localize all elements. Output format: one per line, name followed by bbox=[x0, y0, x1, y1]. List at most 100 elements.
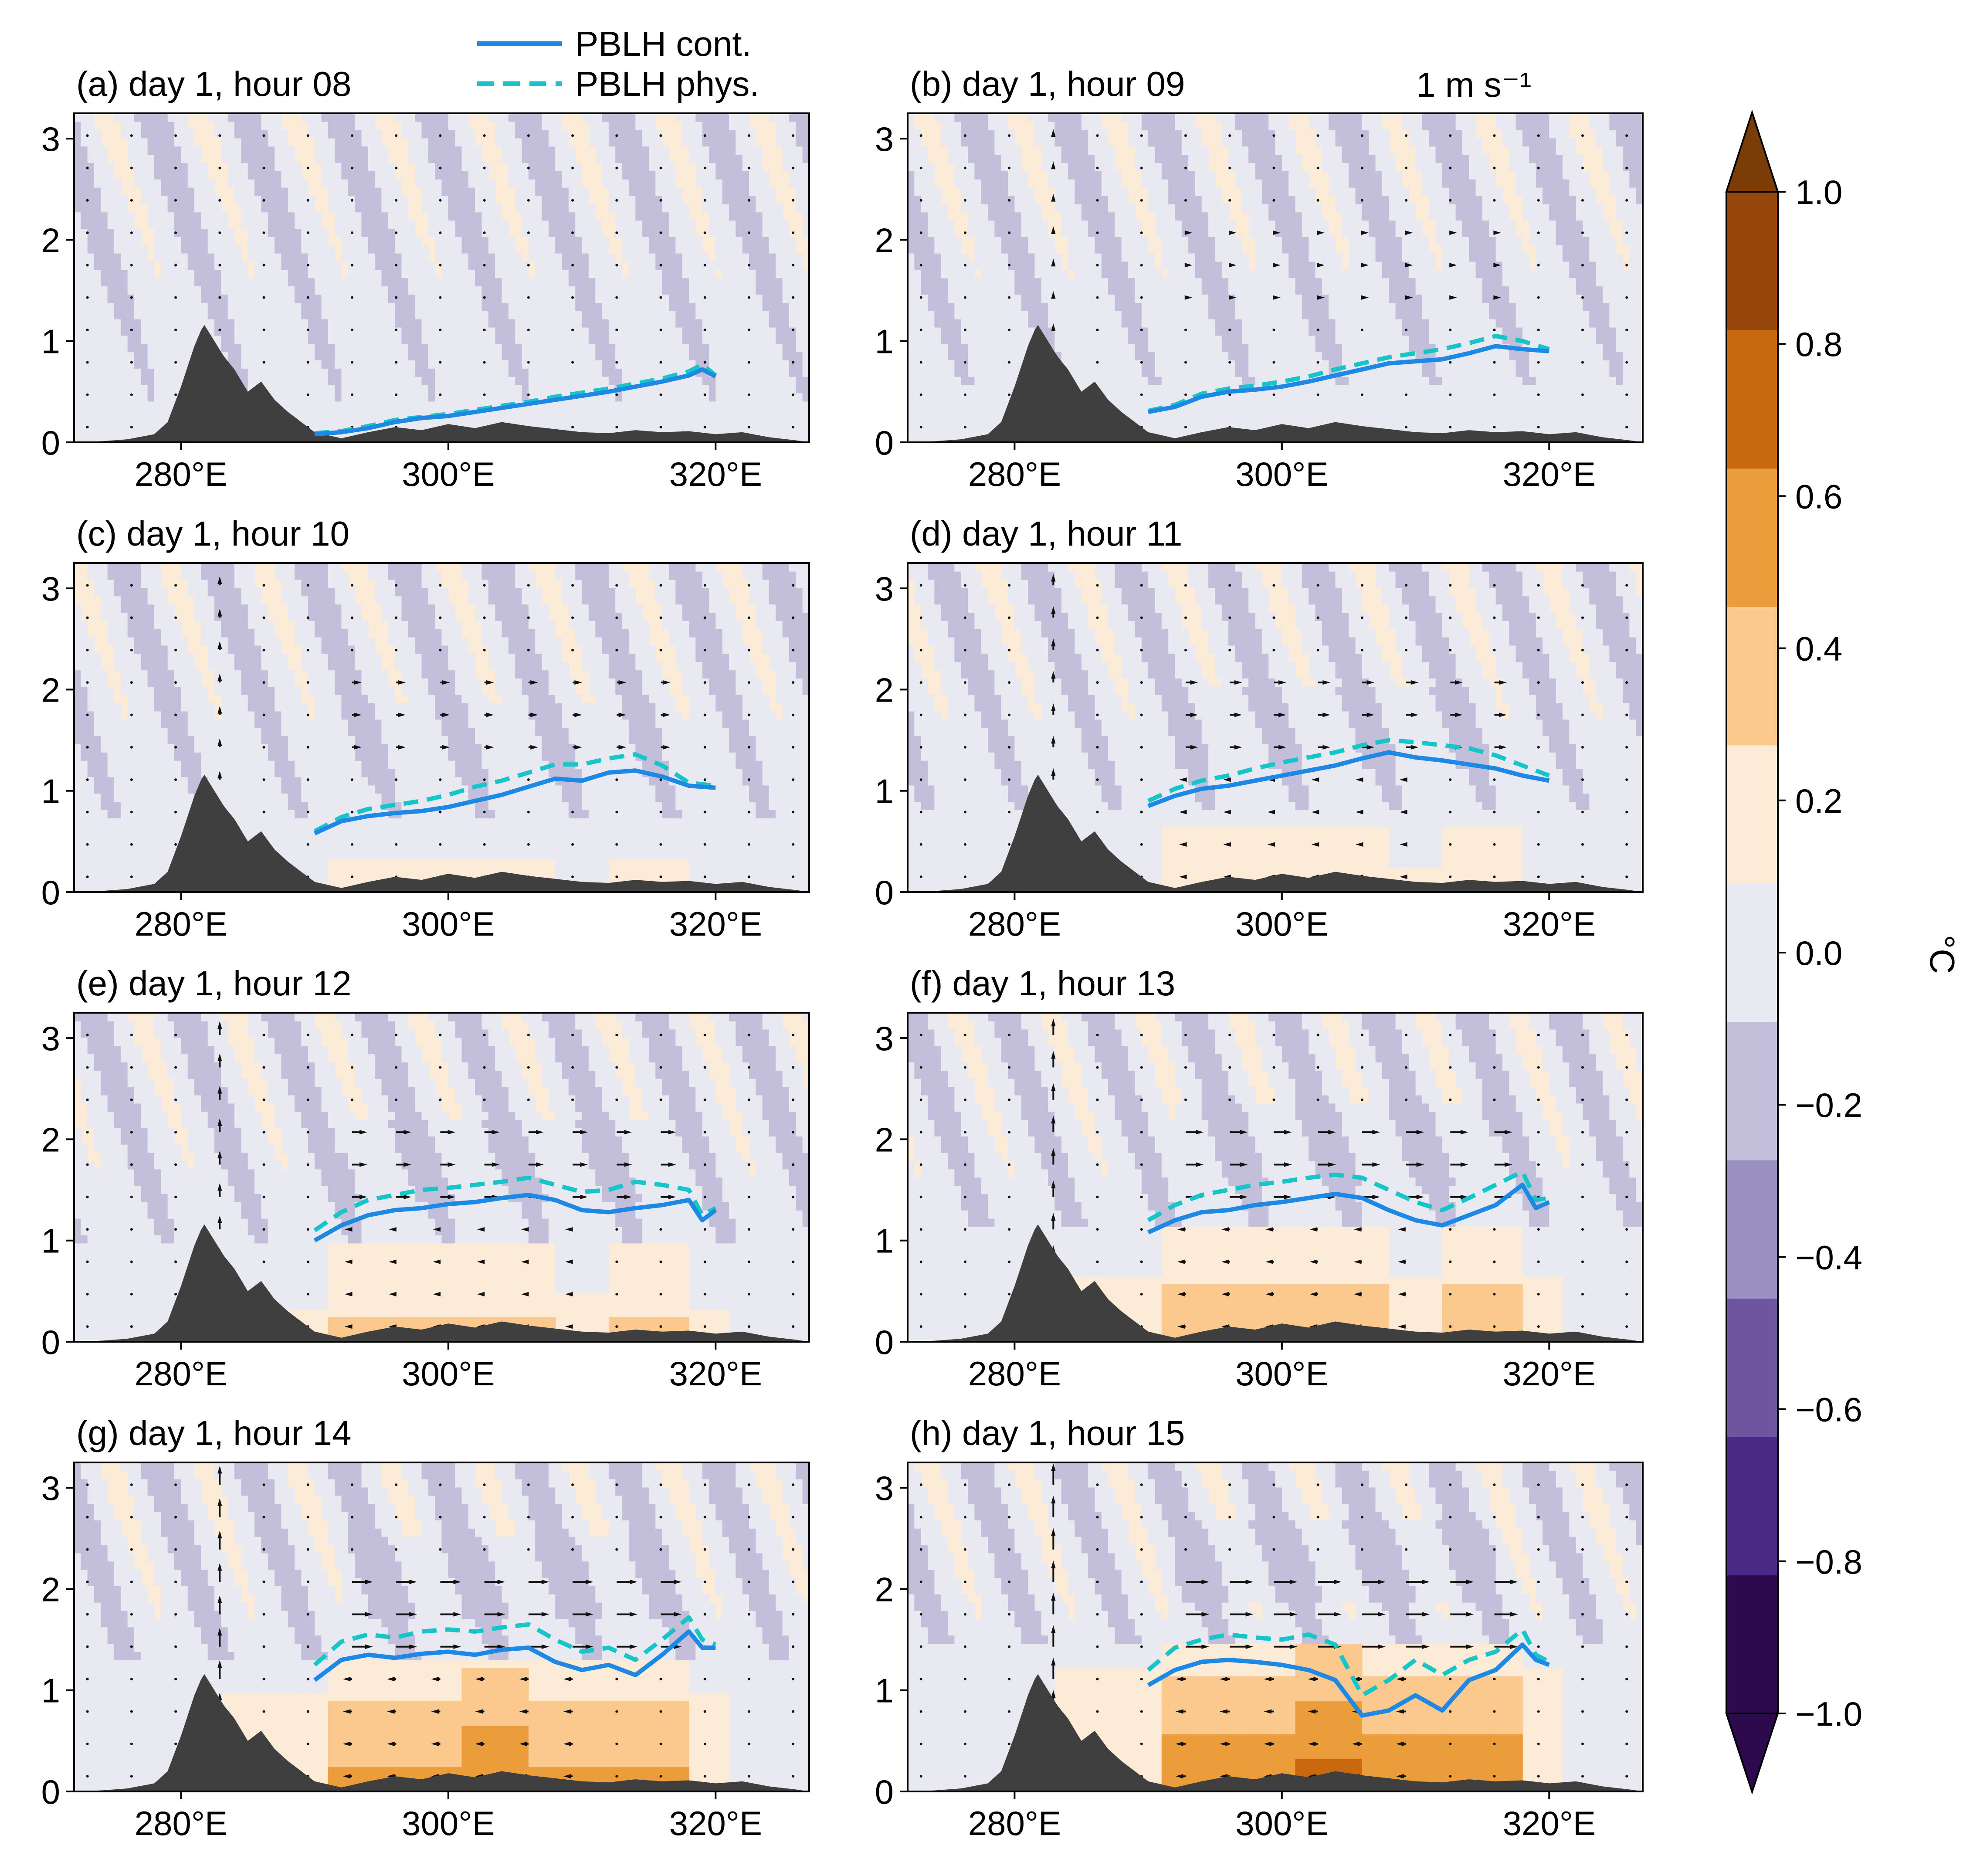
field-cell bbox=[321, 294, 329, 303]
wind-vector bbox=[659, 393, 662, 396]
wind-vector bbox=[130, 134, 133, 137]
field-cell bbox=[261, 335, 268, 344]
field-cell bbox=[114, 393, 122, 402]
field-cell bbox=[201, 204, 208, 213]
field-cell bbox=[428, 121, 435, 130]
field-cell bbox=[968, 138, 975, 147]
wind-vector bbox=[615, 166, 618, 170]
field-cell bbox=[715, 286, 723, 295]
field-cell bbox=[461, 269, 469, 278]
field-cell bbox=[595, 319, 603, 328]
field-cell bbox=[207, 302, 215, 311]
field-cell bbox=[368, 245, 375, 254]
field-cell bbox=[207, 212, 215, 221]
field-cell bbox=[709, 417, 716, 427]
field-cell bbox=[508, 179, 515, 188]
field-cell bbox=[535, 204, 542, 213]
field-cell bbox=[194, 253, 202, 262]
field-cell bbox=[908, 319, 915, 328]
field-cell bbox=[187, 319, 195, 328]
field-cell bbox=[548, 327, 556, 336]
field-cell bbox=[275, 129, 282, 139]
field-cell bbox=[908, 384, 915, 394]
field-cell bbox=[622, 163, 629, 171]
field-cell bbox=[655, 179, 663, 188]
field-cell bbox=[782, 294, 790, 303]
field-cell bbox=[662, 163, 669, 171]
field-cell bbox=[921, 261, 928, 270]
field-cell bbox=[709, 294, 716, 303]
field-cell bbox=[495, 327, 502, 336]
field-cell bbox=[615, 278, 623, 287]
field-cell bbox=[495, 204, 502, 213]
field-cell bbox=[401, 352, 409, 361]
field-cell bbox=[101, 417, 108, 427]
wind-vector bbox=[792, 296, 795, 299]
field-cell bbox=[1041, 278, 1048, 287]
field-cell bbox=[921, 426, 928, 434]
field-cell bbox=[502, 311, 509, 319]
field-cell bbox=[988, 195, 995, 204]
field-cell bbox=[1034, 269, 1042, 278]
field-cell bbox=[648, 319, 656, 328]
field-cell bbox=[121, 409, 128, 418]
wind-vector bbox=[615, 134, 618, 137]
field-cell bbox=[187, 171, 195, 180]
field-cell bbox=[928, 286, 935, 295]
field-cell bbox=[241, 212, 248, 221]
field-cell bbox=[107, 319, 115, 328]
field-cell bbox=[715, 261, 723, 270]
field-cell bbox=[481, 343, 489, 353]
field-cell bbox=[934, 302, 942, 311]
field-cell bbox=[107, 311, 115, 319]
field-cell bbox=[522, 327, 529, 336]
field-cell bbox=[147, 204, 155, 213]
field-cell bbox=[756, 220, 763, 229]
field-cell bbox=[522, 129, 529, 139]
field-cell bbox=[268, 171, 275, 180]
field-cell bbox=[488, 204, 495, 213]
field-cell bbox=[568, 220, 576, 229]
field-cell bbox=[508, 352, 515, 361]
wind-vector bbox=[306, 199, 309, 202]
field-cell bbox=[375, 187, 382, 196]
field-cell bbox=[736, 121, 743, 130]
field-cell bbox=[981, 212, 988, 221]
field-cell bbox=[147, 417, 155, 427]
field-cell bbox=[448, 261, 455, 270]
field-cell bbox=[127, 311, 135, 319]
field-cell bbox=[241, 113, 248, 122]
field-cell bbox=[221, 154, 228, 163]
field-cell bbox=[194, 294, 202, 303]
field-cell bbox=[167, 319, 175, 328]
field-cell bbox=[1034, 121, 1042, 130]
field-cell bbox=[355, 261, 362, 270]
field-cell bbox=[167, 335, 175, 344]
field-cell bbox=[742, 384, 749, 394]
field-cell bbox=[562, 261, 569, 270]
field-cell bbox=[468, 368, 475, 377]
field-cell bbox=[515, 121, 522, 130]
field-cell bbox=[789, 302, 797, 311]
field-cell bbox=[388, 261, 395, 270]
field-cell bbox=[221, 278, 228, 287]
field-cell bbox=[468, 261, 475, 270]
field-cell bbox=[101, 311, 108, 319]
field-cell bbox=[502, 360, 509, 369]
field-cell bbox=[914, 327, 922, 336]
field-cell bbox=[461, 384, 469, 394]
field-cell bbox=[602, 179, 609, 188]
field-cell bbox=[729, 212, 736, 221]
field-cell bbox=[174, 253, 182, 262]
field-cell bbox=[736, 409, 743, 418]
field-cell bbox=[348, 121, 355, 130]
field-cell bbox=[642, 204, 649, 213]
field-cell bbox=[729, 311, 736, 319]
field-cell bbox=[736, 294, 743, 303]
field-cell bbox=[941, 253, 948, 262]
field-cell bbox=[348, 138, 355, 147]
field-cell bbox=[401, 237, 409, 245]
field-cell bbox=[87, 335, 95, 344]
wind-vector bbox=[306, 264, 309, 267]
field-cell bbox=[582, 245, 589, 254]
